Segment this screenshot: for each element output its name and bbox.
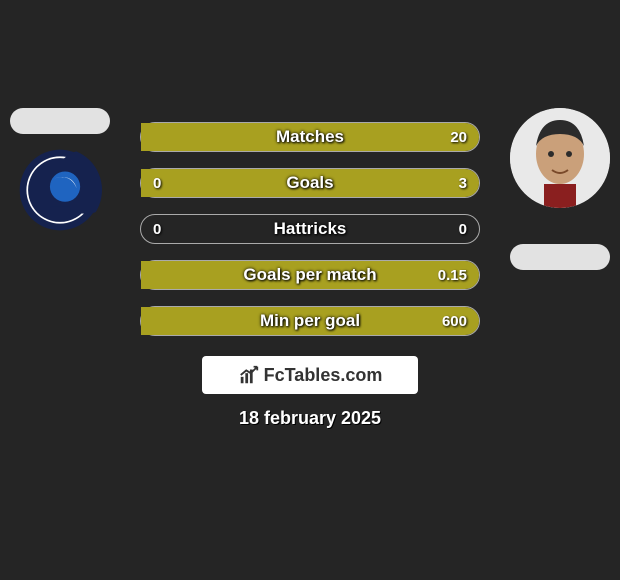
stat-row: Min per goal600 [140, 306, 480, 336]
stat-value-right: 0 [459, 221, 467, 238]
branding-badge: FcTables.com [202, 356, 418, 394]
stat-value-right: 20 [450, 129, 467, 146]
player-left-pill [10, 108, 110, 134]
player-left [0, 108, 120, 232]
stat-value-right: 0.15 [438, 267, 467, 284]
bar-chart-icon [238, 364, 260, 386]
comparison-date: 18 february 2025 [0, 408, 620, 429]
stat-value-right: 600 [442, 313, 467, 330]
stat-label: Hattricks [141, 219, 479, 239]
player-left-club-badge [18, 148, 102, 232]
stat-label: Matches [141, 127, 479, 147]
stat-row: 0Hattricks0 [140, 214, 480, 244]
branding-text: FcTables.com [264, 365, 383, 386]
stat-value-right: 3 [459, 175, 467, 192]
player-right [500, 108, 620, 270]
stats-panel: Matches200Goals30Hattricks0Goals per mat… [140, 122, 480, 352]
player-right-pill [510, 244, 610, 270]
stat-label: Goals per match [141, 265, 479, 285]
player-right-face-icon [510, 108, 610, 208]
stat-row: Goals per match0.15 [140, 260, 480, 290]
stat-label: Min per goal [141, 311, 479, 331]
stat-label: Goals [141, 173, 479, 193]
alhilal-badge-icon [18, 148, 102, 232]
stat-row: Matches20 [140, 122, 480, 152]
stat-row: 0Goals3 [140, 168, 480, 198]
player-right-avatar [510, 108, 610, 208]
